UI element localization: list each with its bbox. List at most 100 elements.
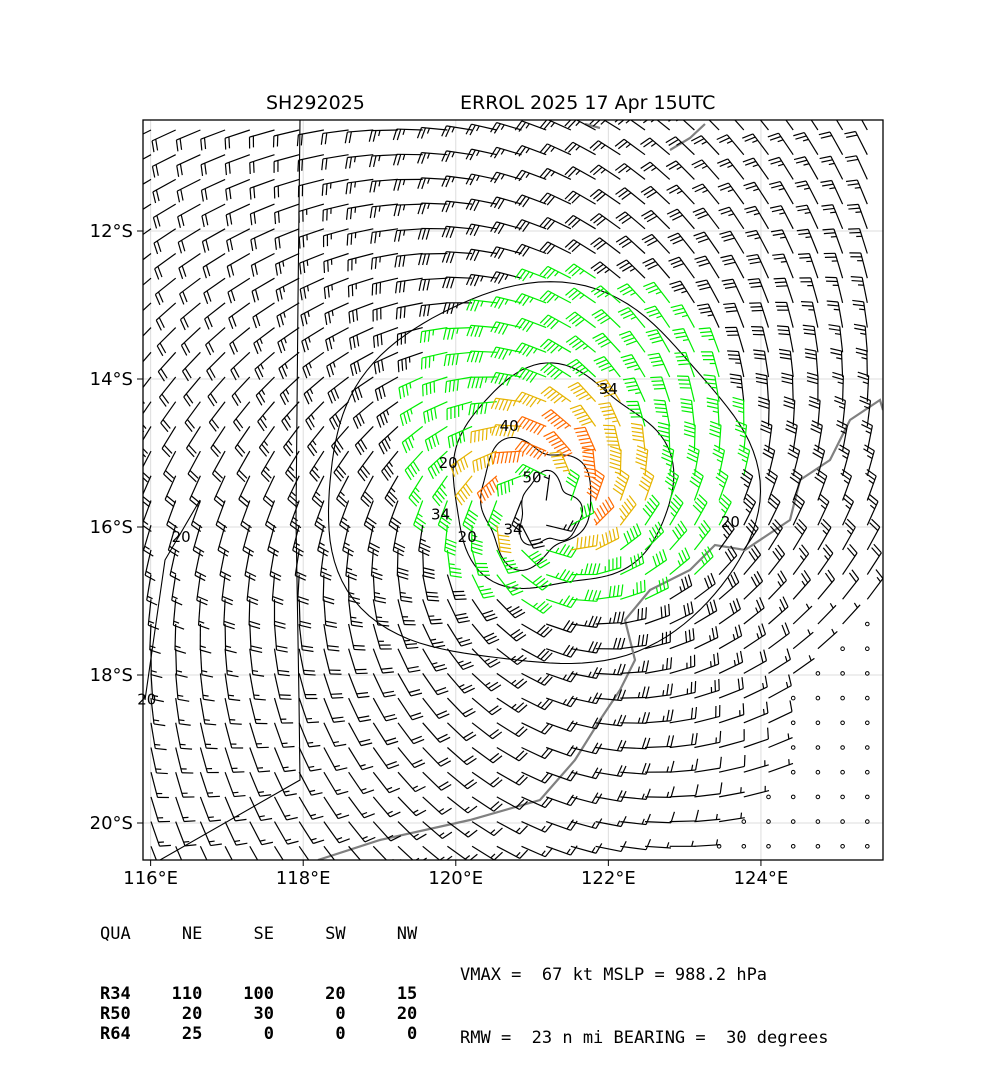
wind-barb [399, 377, 423, 399]
wind-barb [694, 232, 720, 253]
lat-tick-label: 14°S [90, 369, 133, 390]
wind-barb [321, 130, 348, 145]
calm-barb [841, 721, 845, 725]
wind-barb [668, 233, 695, 253]
wind-barb [423, 698, 450, 718]
wind-barb [844, 132, 867, 155]
wind-barb [803, 325, 818, 352]
wind-barb [158, 352, 175, 381]
wind-barb [768, 157, 793, 179]
wind-barb [310, 451, 324, 481]
wind-barb [275, 846, 300, 868]
wind-barb [274, 155, 299, 173]
wind-barb [793, 630, 813, 649]
wind-barb [206, 328, 226, 355]
wind-barb [719, 813, 745, 822]
wind-barb [571, 563, 600, 574]
wind-barb [694, 757, 721, 772]
wind-barb [852, 300, 867, 327]
wind-barb [322, 179, 348, 195]
contour-label: 34 [431, 506, 450, 524]
wind-barb [497, 673, 527, 688]
wind-barb [801, 302, 818, 328]
coastline [318, 124, 883, 860]
wind-barb [423, 649, 447, 671]
wind-barb [379, 426, 398, 454]
wind-barb [546, 596, 577, 608]
wind-barb [274, 179, 299, 198]
wind-barb [258, 402, 275, 431]
wind-barb [423, 797, 452, 814]
wind-barb [152, 155, 175, 178]
wind-barb [423, 550, 435, 579]
wind-barb [645, 604, 670, 624]
wind-radii-row-values: 110 100 20 15 [131, 984, 418, 1004]
wind-barb [250, 723, 269, 748]
wind-barb [798, 254, 818, 279]
wind-barb [694, 256, 719, 278]
calm-barb [742, 845, 746, 849]
wind-barb [298, 155, 324, 172]
wind-barb [423, 772, 451, 790]
wind-barb [719, 729, 744, 747]
wind-barb [596, 527, 619, 550]
wind-barb [694, 839, 720, 846]
wind-barb [256, 377, 274, 405]
wind-barb [719, 677, 743, 698]
wind-barb [177, 179, 200, 202]
wind-barb [225, 822, 247, 846]
wind-barb [642, 234, 670, 253]
wind-barb [745, 230, 768, 253]
wind-barb [670, 784, 698, 797]
wind-barb [546, 520, 577, 531]
wind-barb [645, 710, 673, 723]
wind-barb [743, 158, 769, 179]
wind-barb [176, 748, 194, 774]
wind-barb [200, 846, 222, 870]
wind-barb [373, 723, 398, 745]
wind-barb [200, 698, 216, 725]
lat-tick-label: 20°S [90, 813, 133, 834]
wind-radii-row-label: R50 [100, 1004, 131, 1024]
wind-barb [250, 179, 274, 199]
wind-barb [151, 772, 169, 797]
wind-barb [324, 649, 342, 675]
wind-barb [324, 797, 349, 819]
wind-barb [593, 333, 621, 352]
wind-barb [207, 352, 225, 380]
wind-barb [691, 111, 719, 130]
wind-barb [590, 189, 620, 204]
wind-barb [744, 786, 769, 797]
coastline-mainland [318, 400, 883, 860]
wind-barb [301, 303, 324, 326]
wind-barb [259, 426, 274, 456]
wind-barb [843, 519, 856, 550]
wind-radii-header: QUA NE SE SW NW [100, 924, 417, 944]
wind-barb [620, 634, 647, 649]
wind-barb [447, 772, 476, 789]
wind-barb [590, 165, 620, 179]
wind-barb [420, 303, 448, 317]
wind-barb [176, 772, 195, 797]
wind-barb [130, 254, 151, 280]
wind-barb [423, 575, 439, 601]
wind-barb [616, 236, 645, 254]
wind-barb [825, 277, 842, 303]
wind-barb [566, 336, 595, 352]
wind-barb [497, 748, 528, 761]
wind-barb [472, 575, 495, 598]
wind-barb [201, 155, 225, 176]
wind-barb [151, 748, 168, 774]
contour-label: 20 [458, 528, 477, 546]
wind-barb [616, 212, 645, 229]
wind-barb [719, 231, 743, 253]
lon-tick-label: 120°E [428, 868, 483, 889]
wind-barb [694, 705, 719, 723]
contour-label: 20 [172, 528, 191, 546]
wind-barb [398, 698, 423, 720]
wind-barb [541, 387, 571, 403]
wind-barb [592, 310, 621, 328]
wind-barb [805, 349, 818, 377]
calm-barb [791, 746, 795, 750]
